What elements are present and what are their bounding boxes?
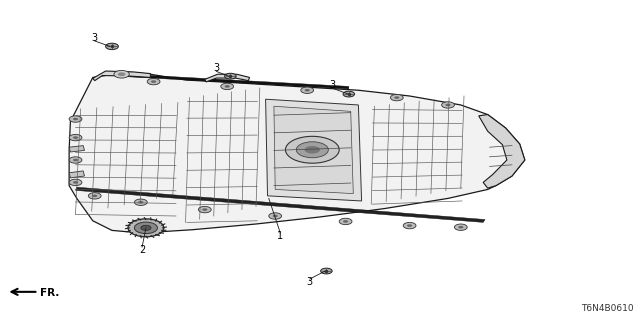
Text: 3: 3 <box>213 63 220 73</box>
Circle shape <box>296 142 328 158</box>
Text: 3: 3 <box>330 80 336 90</box>
Circle shape <box>339 218 352 225</box>
Circle shape <box>403 222 416 229</box>
Circle shape <box>221 83 234 90</box>
Polygon shape <box>128 74 349 89</box>
Circle shape <box>151 80 156 83</box>
Circle shape <box>390 94 403 101</box>
Circle shape <box>69 157 82 163</box>
Circle shape <box>128 219 164 237</box>
Circle shape <box>285 136 339 163</box>
Circle shape <box>118 72 125 76</box>
Circle shape <box>138 201 143 204</box>
Circle shape <box>301 87 314 93</box>
Polygon shape <box>93 71 150 81</box>
Circle shape <box>134 222 157 234</box>
Circle shape <box>134 199 147 205</box>
Circle shape <box>321 268 332 274</box>
Circle shape <box>73 159 78 161</box>
Text: 3: 3 <box>307 277 313 287</box>
Circle shape <box>269 213 282 219</box>
Text: 2: 2 <box>139 245 145 255</box>
Circle shape <box>69 116 82 122</box>
Polygon shape <box>205 74 250 82</box>
Circle shape <box>92 195 97 197</box>
Circle shape <box>407 224 412 227</box>
Circle shape <box>147 78 160 85</box>
Text: 1: 1 <box>277 231 284 241</box>
Polygon shape <box>274 106 353 194</box>
Circle shape <box>141 225 151 230</box>
Circle shape <box>343 91 355 97</box>
Circle shape <box>73 118 78 120</box>
Circle shape <box>343 220 348 223</box>
Polygon shape <box>266 99 362 201</box>
Circle shape <box>273 215 278 217</box>
Polygon shape <box>69 72 525 233</box>
Polygon shape <box>479 115 525 188</box>
Circle shape <box>69 179 82 186</box>
Circle shape <box>73 181 78 184</box>
Circle shape <box>114 70 129 78</box>
Text: 3: 3 <box>92 33 98 43</box>
Polygon shape <box>76 187 485 222</box>
Circle shape <box>305 146 320 154</box>
Text: FR.: FR. <box>40 288 59 298</box>
Circle shape <box>305 89 310 92</box>
Polygon shape <box>69 171 84 178</box>
Circle shape <box>73 136 78 139</box>
Circle shape <box>69 134 82 141</box>
Circle shape <box>394 96 399 99</box>
Circle shape <box>88 193 101 199</box>
Circle shape <box>458 226 463 228</box>
Circle shape <box>445 104 451 106</box>
Circle shape <box>198 206 211 213</box>
Text: T6N4B0610: T6N4B0610 <box>581 304 634 313</box>
Polygon shape <box>69 146 84 152</box>
Circle shape <box>202 208 207 211</box>
Circle shape <box>225 85 230 88</box>
Circle shape <box>106 43 118 50</box>
Circle shape <box>225 73 236 79</box>
Circle shape <box>442 102 454 108</box>
Circle shape <box>454 224 467 230</box>
